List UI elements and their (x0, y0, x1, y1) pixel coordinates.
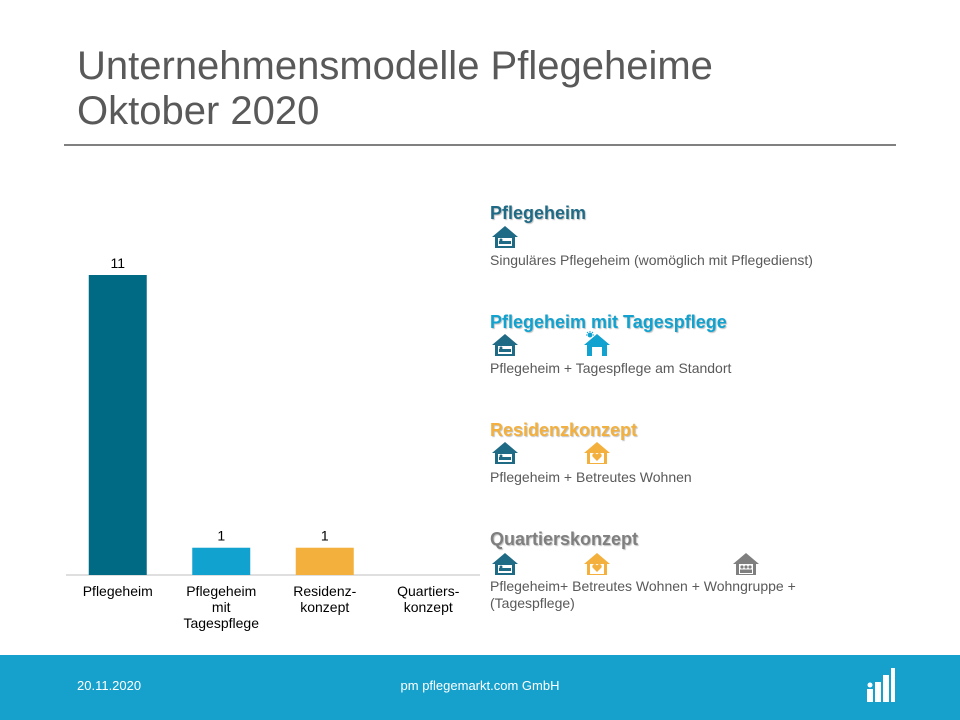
legend-title-residenzkonzept: Residenzkonzept (490, 420, 638, 440)
page-title: Unternehmensmodelle Pflegeheime Oktober … (77, 44, 897, 134)
house-sun-icon (583, 331, 611, 356)
company-logo-icon (866, 667, 896, 703)
data-label-1: 11 (110, 255, 125, 271)
legend-desc-quartierskonzept: Pflegeheim+ Betreutes Wohnen + Wohngrupp… (490, 578, 796, 611)
footer-bar: 20.11.2020 pm pflegemarkt.com GmbH (0, 655, 960, 720)
house-bed-icon (491, 225, 519, 249)
legend-desc-tagespflege: Pflegeheim + Tagespflege am Standort (490, 360, 732, 376)
category-label-3: Residenz-konzept (293, 583, 357, 615)
house-heart-icon (583, 441, 611, 465)
bar-chart: 111 1 (66, 255, 480, 576)
category-label-4: Quartiers-konzept (397, 583, 460, 615)
house-group-icon (732, 552, 760, 576)
legend-title-pflegeheim: Pflegeheim (490, 203, 587, 223)
legend-title-quartierskonzept: Quartierskonzept (490, 529, 639, 549)
title-line-2: Oktober 2020 (77, 89, 320, 133)
house-heart-icon (583, 552, 611, 576)
title-line-1: Unternehmensmodelle Pflegeheime (77, 44, 713, 88)
category-label-2: Pflegeheim mit Tagespflege (183, 583, 259, 631)
legend-desc-pflegeheim: Singuläres Pflegeheim (womöglich mit Pfl… (490, 252, 813, 268)
house-bed-icon (491, 441, 519, 465)
category-label-1: Pflegeheim (82, 583, 153, 599)
footer-company: pm pflegemarkt.com GmbH (400, 678, 560, 693)
bar-2 (192, 547, 251, 575)
house-bed-icon (491, 552, 519, 576)
legend-desc-residenzkonzept: Pflegeheim + Betreutes Wohnen (490, 469, 692, 485)
legend-title-tagespflege: Pflegeheim mit Tagespflege (490, 312, 727, 332)
bar-1 (88, 275, 147, 575)
title-divider (64, 144, 896, 146)
footer-date: 20.11.2020 (77, 678, 142, 693)
data-label-3: 1 (321, 528, 329, 544)
bar-3 (295, 547, 354, 575)
house-bed-icon (491, 333, 519, 357)
data-label-2: 1 (217, 528, 225, 544)
